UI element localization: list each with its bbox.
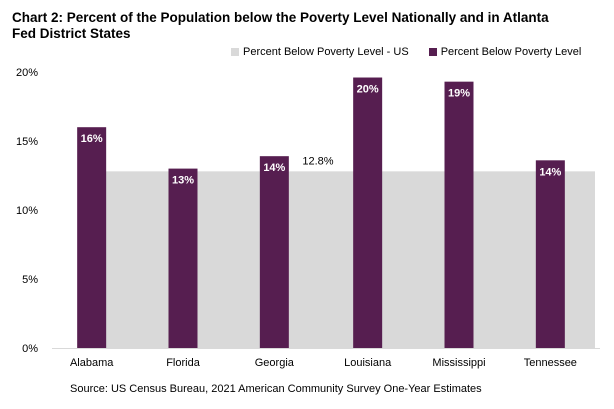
legend-item-states: Percent Below Poverty Level	[428, 46, 582, 58]
x-tick-label: Florida	[166, 357, 201, 369]
bar-florida	[168, 168, 198, 348]
x-tick-label: Mississippi	[432, 357, 485, 369]
us-area	[80, 171, 595, 348]
legend: Percent Below Poverty Level - US Percent…	[231, 46, 581, 58]
bar-tennessee	[535, 160, 565, 348]
bar-label: 13%	[172, 175, 194, 187]
legend-swatch-us	[231, 48, 239, 56]
legend-label-states: Percent Below Poverty Level	[440, 46, 582, 58]
chart-title: Chart 2: Percent of the Population below…	[12, 10, 549, 41]
bar-alabama	[77, 127, 107, 348]
bar-label: 14%	[539, 166, 561, 178]
y-tick-label: 15%	[16, 136, 38, 148]
x-tick-label: Alabama	[70, 357, 114, 369]
bar-label: 19%	[448, 88, 470, 100]
y-tick-label: 5%	[22, 274, 38, 286]
bar-mississippi	[444, 81, 474, 348]
legend-label-us: Percent Below Poverty Level - US	[243, 46, 409, 58]
x-tick-label: Tennessee	[524, 357, 577, 369]
bar-label: 16%	[81, 133, 103, 145]
bar-louisiana	[353, 77, 383, 349]
bar-label: 20%	[357, 84, 379, 96]
x-tick-label: Georgia	[255, 357, 295, 369]
legend-item-us: Percent Below Poverty Level - US	[231, 46, 409, 58]
bar-label: 14%	[263, 162, 285, 174]
x-tick-label: Louisiana	[344, 357, 392, 369]
y-tick-label: 20%	[16, 67, 38, 79]
y-tick-label: 0%	[22, 343, 38, 355]
us-area-label: 12.8%	[302, 155, 333, 167]
source-note: Source: US Census Bureau, 2021 American …	[70, 383, 482, 395]
bar-georgia	[259, 156, 289, 348]
legend-swatch-states	[428, 48, 437, 56]
y-tick-label: 10%	[16, 205, 38, 217]
